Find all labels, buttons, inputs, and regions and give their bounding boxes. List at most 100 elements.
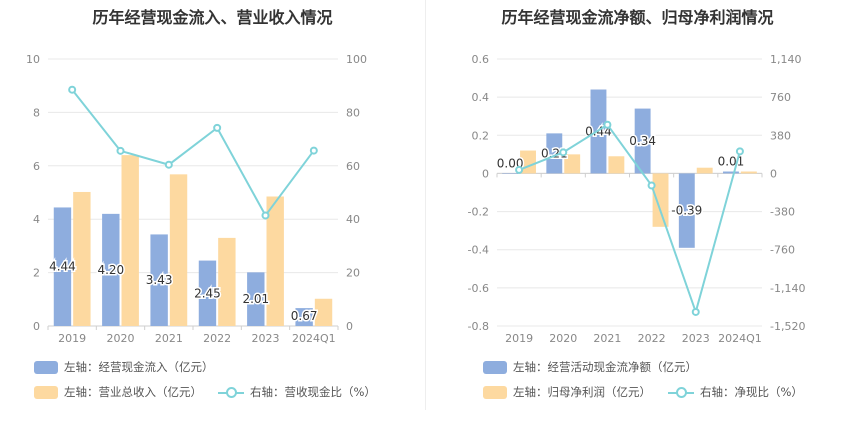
y-left-tick-label: 8 <box>33 106 40 119</box>
y-right-tick-label: 760 <box>770 91 791 104</box>
x-tick-label: 2022 <box>203 332 231 345</box>
bar <box>53 207 72 326</box>
bar <box>266 196 284 326</box>
bar <box>150 234 168 326</box>
bar <box>121 155 139 326</box>
line-point <box>603 120 612 129</box>
legend-label: 右轴：营收现金比（%） <box>250 385 376 399</box>
data-label: 3.43 <box>146 273 173 287</box>
legend-item-net-profit[interactable]: 左轴：归母净利润（亿元） <box>483 384 651 400</box>
legend-label: 左轴：经营活动现金流净额（亿元） <box>513 360 697 374</box>
bar <box>502 173 519 174</box>
bar <box>295 308 313 326</box>
bar <box>634 108 651 174</box>
y-right-tick-label: 0 <box>346 320 353 333</box>
y-left-tick-label: -0.8 <box>468 320 489 333</box>
bar <box>73 191 91 326</box>
legend-swatch <box>34 360 58 374</box>
data-label: 4.20 <box>97 263 124 277</box>
bar <box>198 260 217 326</box>
x-tick-label: 2022 <box>638 332 666 345</box>
y-left-tick-label: 0.2 <box>472 129 490 142</box>
bar <box>723 171 739 174</box>
legend-item-cash-inflow[interactable]: 左轴：经营现金流入（亿元） <box>34 359 214 375</box>
x-tick-label: 2019 <box>505 332 533 345</box>
legend-swatch <box>483 360 507 374</box>
data-label: 0.67 <box>291 309 318 323</box>
y-left-tick-label: 2 <box>33 267 40 280</box>
bar <box>314 298 333 326</box>
line-point <box>261 211 270 220</box>
y-right-tick-label: -760 <box>770 244 795 257</box>
legend-line-swatch <box>668 386 694 399</box>
data-label: 2.45 <box>194 286 221 300</box>
y-right-tick-label: 0 <box>770 167 777 180</box>
y-left-tick-label: 0.6 <box>472 53 490 66</box>
y-left-tick-label: 0.4 <box>472 91 490 104</box>
bar <box>247 272 265 326</box>
y-right-tick-label: 1,140 <box>770 53 802 66</box>
bar <box>696 167 713 174</box>
bar <box>608 156 625 174</box>
y-left-tick-label: 0 <box>33 320 40 333</box>
y-left-tick-label: 4 <box>33 213 40 226</box>
chart-title: 历年经营现金流入、营业收入情况 <box>92 8 333 27</box>
bar <box>740 171 757 174</box>
right-chart-plot: -0.8 -1,520 -0.6 -1,140 -0.4 -760 -0.2 -380 0 0 0.… <box>468 53 806 345</box>
data-label: 2.01 <box>242 292 269 306</box>
y-left-tick-label: -0.4 <box>468 244 489 257</box>
line-point <box>164 160 173 169</box>
legend-label: 左轴：归母净利润（亿元） <box>513 385 651 399</box>
right-chart-panel: 历年经营现金流净额、归母净利润情况 -0.8 -1,520 -0.6 -1,140 -0… <box>425 0 850 437</box>
y-right-tick-label: 380 <box>770 129 791 142</box>
y-right-tick-label: 40 <box>346 213 360 226</box>
x-tick-label: 2024Q1 <box>292 332 336 345</box>
line-point <box>309 146 318 155</box>
line-point <box>647 181 656 190</box>
left-chart-plot: 0 0 2 20 4 40 6 60 8 80 10 100 2019 2020 2021 2022 2023 2… <box>26 53 367 345</box>
data-label: 0.01 <box>718 155 745 169</box>
y-left-tick-label: 10 <box>26 53 40 66</box>
legend-label: 左轴：营业总收入（亿元） <box>64 385 202 399</box>
bar <box>652 173 669 227</box>
line-point <box>735 147 744 156</box>
x-tick-label: 2021 <box>155 332 183 345</box>
legend-item-revenue[interactable]: 左轴：营业总收入（亿元） <box>34 384 202 400</box>
y-right-tick-label: 100 <box>346 53 367 66</box>
legend-item-cash-ratio[interactable]: 右轴：营收现金比（%） <box>218 384 376 400</box>
x-tick-label: 2023 <box>252 332 280 345</box>
series-line <box>518 123 741 316</box>
legend-item-net-cash-flow[interactable]: 左轴：经营活动现金流净额（亿元） <box>483 359 697 375</box>
data-label: 4.44 <box>49 260 76 274</box>
y-right-tick-label: -1,140 <box>770 282 805 295</box>
line-point <box>213 123 222 132</box>
legend-item-net-cash-ratio[interactable]: 右轴：净现比（%） <box>668 384 803 400</box>
legend-swatch <box>483 385 507 399</box>
bar <box>102 213 120 326</box>
y-right-tick-label: 20 <box>346 267 360 280</box>
x-tick-label: 2020 <box>107 332 135 345</box>
bar <box>169 174 188 326</box>
x-tick-label: 2019 <box>58 332 86 345</box>
y-left-tick-label: -0.2 <box>468 206 489 219</box>
legend-swatch <box>34 385 58 399</box>
x-tick-label: 2021 <box>593 332 621 345</box>
series-line <box>71 89 315 218</box>
legend-label: 右轴：净现比（%） <box>700 385 803 399</box>
legend-line-swatch <box>218 386 244 399</box>
panel-divider <box>425 0 426 410</box>
chart-title: 历年经营现金流净额、归母净利润情况 <box>501 8 774 27</box>
line-point <box>68 85 77 94</box>
bar <box>218 237 236 326</box>
line-point <box>116 146 125 155</box>
data-label: -0.39 <box>671 204 702 218</box>
bar <box>546 133 563 174</box>
bar <box>678 173 695 248</box>
line-point <box>691 307 700 316</box>
y-right-tick-label: -380 <box>770 206 795 219</box>
y-right-tick-label: 60 <box>346 160 360 173</box>
y-left-tick-label: -0.6 <box>468 282 489 295</box>
line-point <box>559 148 568 157</box>
x-tick-label: 2020 <box>549 332 577 345</box>
line-point <box>515 165 524 174</box>
